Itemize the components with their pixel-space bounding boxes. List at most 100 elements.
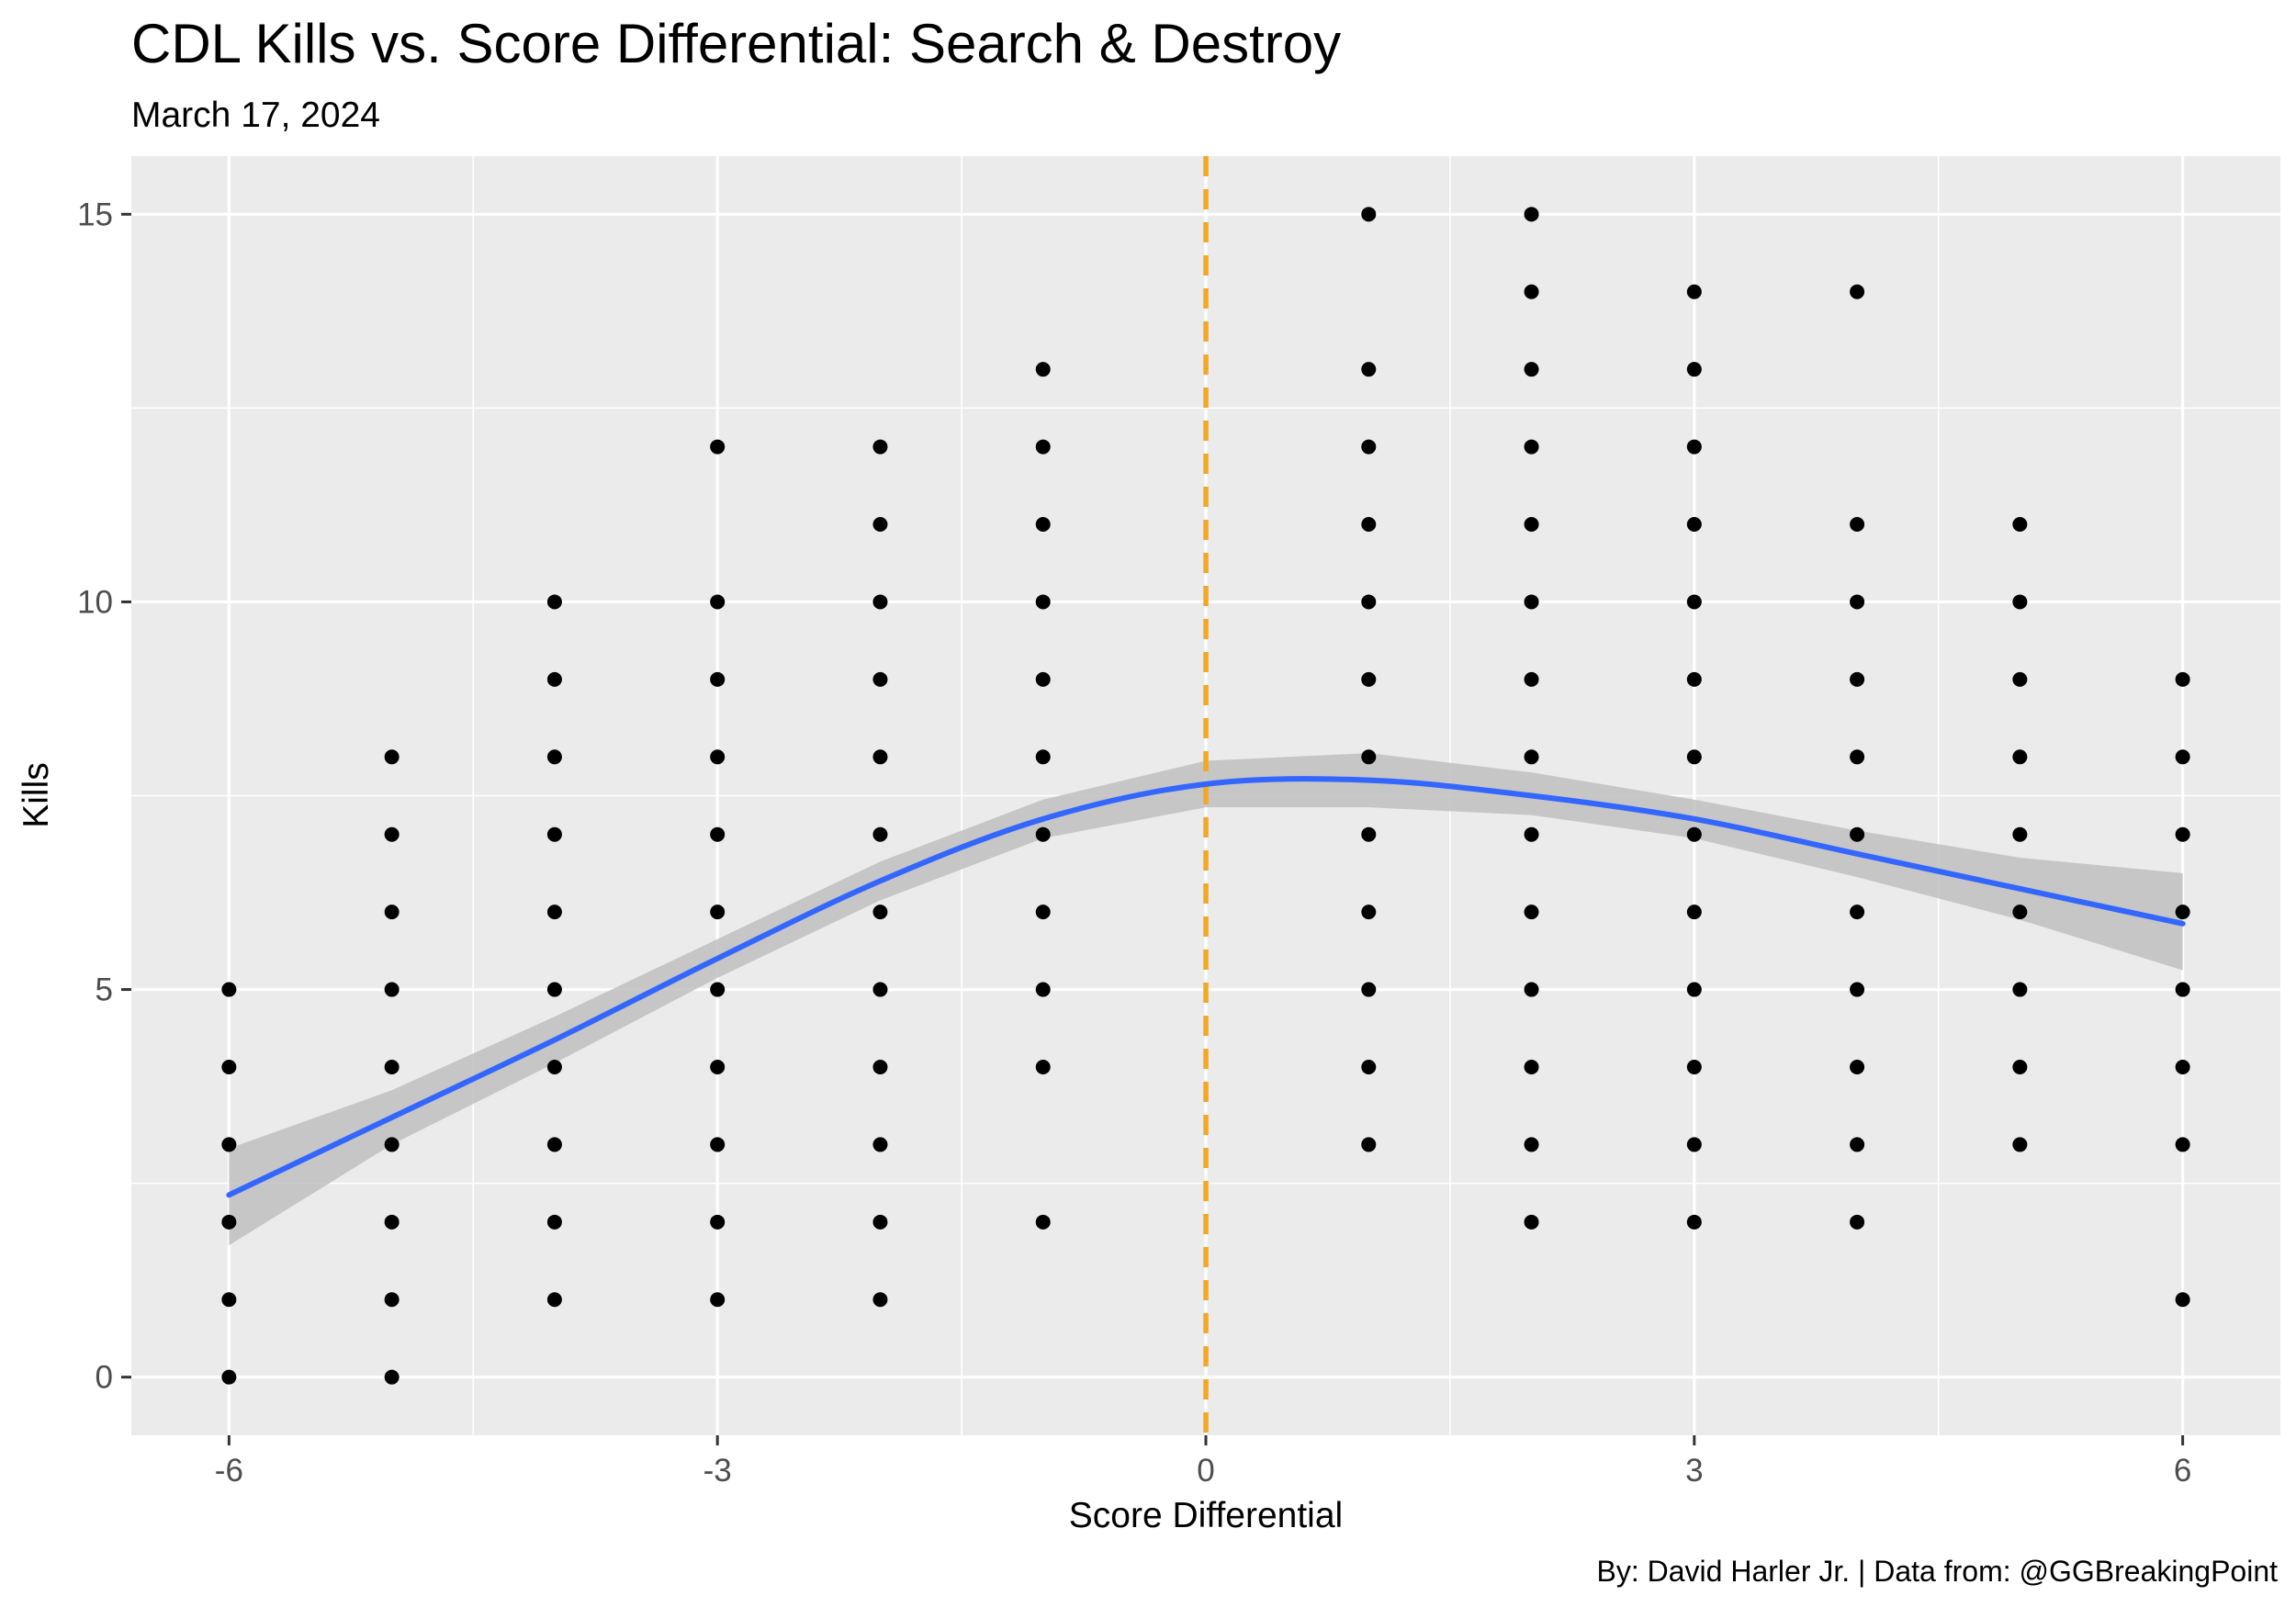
data-point xyxy=(1361,671,1377,687)
data-point xyxy=(384,1369,400,1385)
data-point xyxy=(1035,439,1051,455)
y-tick-label: 15 xyxy=(77,197,113,232)
data-point xyxy=(1686,594,1702,610)
data-point xyxy=(1524,1059,1539,1074)
data-point xyxy=(546,594,562,610)
data-point xyxy=(1524,1214,1539,1230)
data-point xyxy=(872,594,888,610)
data-point xyxy=(1524,362,1539,377)
data-point xyxy=(1686,1059,1702,1074)
data-point xyxy=(384,749,400,765)
data-point xyxy=(1035,594,1051,610)
chart-subtitle: March 17, 2024 xyxy=(131,96,380,135)
data-point xyxy=(1850,517,1865,533)
data-point xyxy=(872,1292,888,1308)
data-point xyxy=(1035,1059,1051,1074)
data-point xyxy=(1686,439,1702,455)
x-tick-label: 3 xyxy=(1685,1453,1703,1489)
data-point xyxy=(1035,1214,1051,1230)
confidence-ribbon-layer xyxy=(229,753,2183,1246)
data-point xyxy=(1361,594,1377,610)
data-point xyxy=(384,1214,400,1230)
x-tick-label: 6 xyxy=(2174,1453,2191,1489)
data-point xyxy=(1686,362,1702,377)
data-point xyxy=(1686,1137,1702,1152)
data-point xyxy=(1361,749,1377,765)
data-point xyxy=(2012,826,2028,842)
data-point xyxy=(221,1137,237,1152)
data-point xyxy=(872,1059,888,1074)
data-point xyxy=(546,905,562,920)
smooth-line xyxy=(226,776,2186,1198)
data-point xyxy=(546,1292,562,1308)
data-point xyxy=(221,1214,237,1230)
data-point xyxy=(384,982,400,997)
data-point xyxy=(546,671,562,687)
data-point xyxy=(1850,284,1865,299)
data-point xyxy=(2175,671,2190,687)
data-point xyxy=(710,749,726,765)
data-point xyxy=(2012,517,2028,533)
data-point xyxy=(2175,826,2190,842)
data-point xyxy=(2012,905,2028,920)
data-point xyxy=(384,826,400,842)
data-point xyxy=(546,1137,562,1152)
data-point xyxy=(1850,749,1865,765)
data-point xyxy=(1850,982,1865,997)
data-point xyxy=(221,982,237,997)
data-point xyxy=(1686,982,1702,997)
data-point xyxy=(2012,749,2028,765)
data-point xyxy=(221,1059,237,1074)
points-layer xyxy=(221,207,2190,1385)
data-point xyxy=(1686,826,1702,842)
data-point xyxy=(872,517,888,533)
data-point xyxy=(2012,1137,2028,1152)
data-point xyxy=(1850,671,1865,687)
data-point xyxy=(1035,749,1051,765)
x-axis-ticks: -6 -3 0 3 6 xyxy=(215,1435,2191,1489)
data-point xyxy=(384,1292,400,1308)
data-point xyxy=(710,1137,726,1152)
chart-caption: By: David Harler Jr. | Data from: @GGBre… xyxy=(1597,1555,2279,1588)
data-point xyxy=(1361,1137,1377,1152)
data-point xyxy=(872,826,888,842)
data-point xyxy=(1035,671,1051,687)
y-tick-label: 0 xyxy=(96,1360,113,1396)
data-point xyxy=(2012,594,2028,610)
data-point xyxy=(1361,439,1377,455)
data-point xyxy=(1850,905,1865,920)
data-point xyxy=(1361,1059,1377,1074)
data-point xyxy=(2175,982,2190,997)
chart-title: CDL Kills vs. Score Differential: Search… xyxy=(131,13,1341,74)
data-point xyxy=(1850,1059,1865,1074)
data-point xyxy=(221,1292,237,1308)
data-point xyxy=(1524,671,1539,687)
x-tick-label: -3 xyxy=(703,1453,732,1489)
data-point xyxy=(2012,982,2028,997)
data-point xyxy=(872,905,888,920)
data-point xyxy=(710,905,726,920)
data-point xyxy=(546,749,562,765)
data-point xyxy=(2012,1059,2028,1074)
y-axis-ticks: 0 5 10 15 xyxy=(77,197,131,1396)
data-point xyxy=(710,982,726,997)
smooth-line-layer xyxy=(226,776,2186,1198)
data-point xyxy=(221,1369,237,1385)
confidence-ribbon xyxy=(229,753,2183,1246)
data-point xyxy=(1686,671,1702,687)
data-point xyxy=(872,1214,888,1230)
data-point xyxy=(1035,982,1051,997)
data-point xyxy=(1686,1214,1702,1230)
data-point xyxy=(1850,826,1865,842)
data-point xyxy=(1524,284,1539,299)
data-point xyxy=(1686,284,1702,299)
data-point xyxy=(384,905,400,920)
data-point xyxy=(1361,982,1377,997)
data-point xyxy=(1524,749,1539,765)
data-point xyxy=(1361,517,1377,533)
data-point xyxy=(1361,362,1377,377)
x-axis-title: Score Differential xyxy=(1069,1496,1343,1535)
x-tick-label: 0 xyxy=(1197,1453,1214,1489)
data-point xyxy=(1850,594,1865,610)
